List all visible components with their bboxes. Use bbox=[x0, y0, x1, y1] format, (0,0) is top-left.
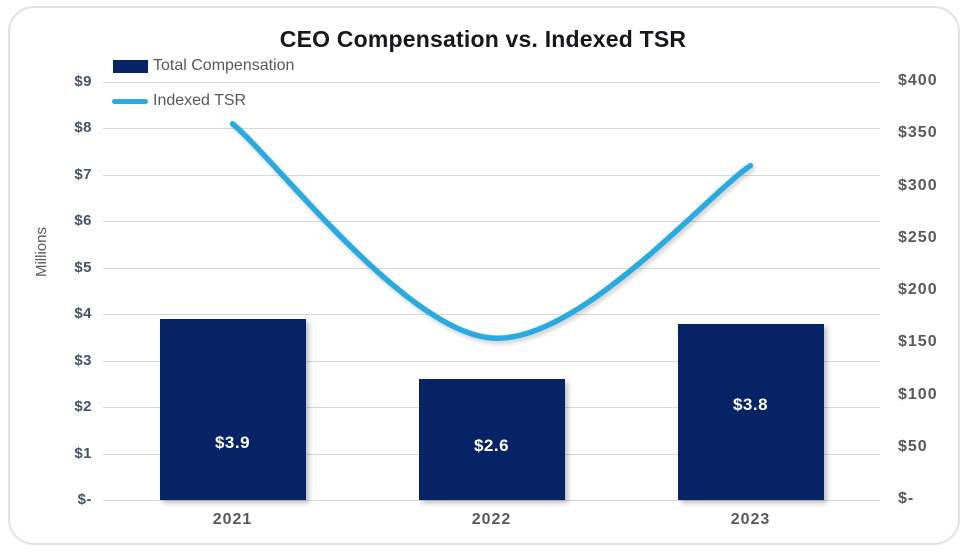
x-axis-tick-label: 2023 bbox=[730, 511, 771, 528]
left-axis-tick-label: $3 bbox=[74, 351, 92, 369]
left-axis-tick-label: $5 bbox=[74, 258, 92, 276]
gridline bbox=[103, 82, 880, 83]
gridline bbox=[103, 128, 880, 130]
bar-swatch-icon bbox=[113, 59, 148, 73]
right-axis-tick-label: $400 bbox=[898, 72, 938, 89]
left-axis-tick-label: $1 bbox=[74, 444, 92, 462]
right-axis-tick-label: $300 bbox=[898, 176, 938, 194]
indexed-tsr-line bbox=[229, 121, 754, 341]
right-axis-tick-label: $50 bbox=[898, 437, 928, 455]
bar-value-label: $3.8 bbox=[732, 395, 769, 415]
right-axis-tick-label: $- bbox=[898, 490, 915, 507]
left-axis-tick-label: $- bbox=[77, 491, 92, 508]
gridline bbox=[103, 267, 880, 269]
left-axis-tick-label: $4 bbox=[74, 305, 92, 323]
bar-2022: $2.6 bbox=[418, 379, 565, 500]
right-axis-tick-label: $200 bbox=[898, 281, 938, 298]
bar-2023: $3.8 bbox=[677, 323, 824, 500]
line-swatch-icon bbox=[112, 98, 148, 104]
gridline bbox=[103, 221, 880, 223]
right-axis-tick-label: $350 bbox=[898, 124, 938, 142]
x-axis-tick-label: 2022 bbox=[471, 511, 512, 528]
right-axis-tick-label: $150 bbox=[898, 333, 938, 351]
legend-item-indexed-tsr: Indexed TSR bbox=[112, 92, 246, 110]
legend-label: Total Compensation bbox=[153, 57, 295, 74]
legend-label: Indexed TSR bbox=[153, 92, 247, 109]
gridline bbox=[103, 314, 880, 316]
gridline bbox=[103, 500, 880, 501]
bar-value-label: $3.9 bbox=[214, 432, 251, 452]
right-axis-tick-label: $100 bbox=[898, 385, 938, 403]
right-axis-tick-label: $250 bbox=[898, 228, 938, 246]
x-axis-tick-label: 2021 bbox=[212, 511, 253, 528]
gridline bbox=[103, 174, 880, 176]
bar-2021: $3.9 bbox=[159, 318, 306, 500]
chart-title: CEO Compensation vs. Indexed TSR bbox=[279, 26, 687, 52]
gridline bbox=[103, 360, 880, 362]
left-axis-tick-label: $9 bbox=[74, 73, 92, 90]
bar-value-label: $2.6 bbox=[473, 435, 510, 455]
left-axis-tick-label: $6 bbox=[74, 212, 92, 230]
left-axis-tick-label: $7 bbox=[74, 165, 92, 183]
legend-item-total-compensation: Total Compensation bbox=[113, 57, 294, 75]
left-axis-tick-label: $2 bbox=[74, 398, 92, 416]
left-axis-tick-label: $8 bbox=[74, 119, 92, 137]
